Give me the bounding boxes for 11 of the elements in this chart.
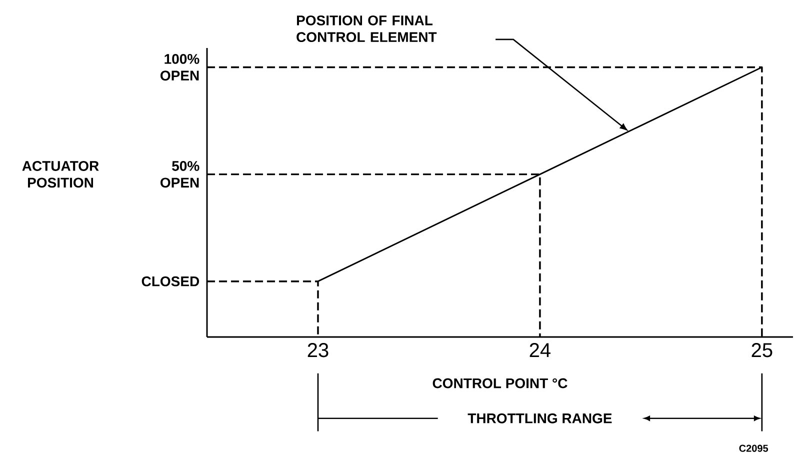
x-tick-label: 24 bbox=[530, 343, 550, 358]
x-axis-title: CONTROL POINT °C bbox=[432, 378, 568, 388]
y-tick-label: CLOSED bbox=[142, 276, 200, 286]
text: POSITION OF FINAL CONTROL ELEMENT bbox=[296, 15, 437, 42]
x-tick-label: 23 bbox=[308, 343, 328, 358]
x-tick-label: 25 bbox=[752, 343, 772, 358]
text: C2095 bbox=[739, 444, 768, 452]
y-tick-label: 100% OPEN bbox=[160, 54, 200, 81]
text: THROTTLING RANGE bbox=[468, 413, 612, 424]
y-tick-label: 50% OPEN bbox=[160, 161, 200, 188]
text: ACTUATOR POSITION bbox=[22, 161, 99, 188]
